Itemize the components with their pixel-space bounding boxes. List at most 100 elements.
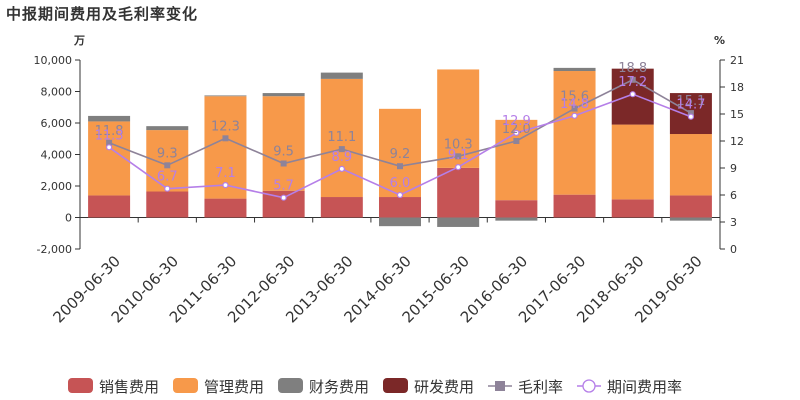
line-marker xyxy=(164,185,171,192)
line-marker xyxy=(338,146,345,153)
right-tick-label: 21 xyxy=(730,54,744,67)
line-marker xyxy=(687,113,695,120)
data-label: 15.1 xyxy=(676,94,705,109)
bar-segment xyxy=(553,194,596,218)
data-label: 11.8 xyxy=(95,124,124,139)
data-label: 9.5 xyxy=(273,145,294,160)
line-marker xyxy=(222,135,229,142)
bar-segment xyxy=(320,78,363,198)
legend-swatch xyxy=(173,378,198,393)
legend-swatch xyxy=(383,378,408,393)
left-tick-label: 6,000 xyxy=(41,117,73,130)
bar-segment xyxy=(495,200,538,218)
data-label: 12.0 xyxy=(502,122,531,137)
line-marker xyxy=(396,191,404,199)
bar-segment xyxy=(88,121,131,196)
right-tick-label: 18 xyxy=(730,81,744,94)
bar-segment xyxy=(611,124,654,200)
bar-segment xyxy=(320,197,363,218)
left-tick-label: 2,000 xyxy=(41,180,73,193)
line-marker xyxy=(222,182,229,189)
bar-segment xyxy=(146,130,189,192)
legend-swatch xyxy=(278,378,303,393)
bar-segment xyxy=(379,108,421,198)
bars-layer xyxy=(88,67,712,227)
right-tick-label: 0 xyxy=(730,243,737,256)
lines-layer xyxy=(105,76,695,201)
bar-segment xyxy=(379,217,421,227)
line-marker xyxy=(280,160,287,167)
legend-marker xyxy=(582,379,596,393)
data-label: 17.2 xyxy=(618,75,647,90)
right-tick-label: 15 xyxy=(730,108,744,121)
bar-segment xyxy=(495,217,538,221)
bar-segment xyxy=(437,167,480,218)
line-marker xyxy=(106,139,113,146)
line-marker xyxy=(455,164,462,171)
legend-label: 毛利率 xyxy=(518,378,563,396)
line-marker xyxy=(629,91,636,98)
data-label: 11.1 xyxy=(327,130,356,145)
line-marker xyxy=(513,138,520,144)
data-label: 5.7 xyxy=(273,179,294,194)
data-label: 15.6 xyxy=(560,90,589,105)
bar-segment xyxy=(146,191,189,218)
bar-segment xyxy=(204,95,247,97)
left-axis-unit: 万 xyxy=(73,34,85,47)
bar-segment xyxy=(204,198,247,218)
data-label: 14.7 xyxy=(676,98,705,113)
right-tick-label: 3 xyxy=(730,216,737,229)
data-label: 9.3 xyxy=(157,146,178,161)
labels-layer: 11.8 9.3 12.3 9.5 11.1 9.2 10.3 12.0 15.6 18.8 15.… xyxy=(95,61,706,194)
data-label: 6.7 xyxy=(157,170,178,185)
line-marker xyxy=(338,165,345,172)
bar-segment xyxy=(611,199,654,218)
left-tick-label: 10,000 xyxy=(34,54,73,67)
legend-marker xyxy=(495,381,505,391)
line-marker xyxy=(687,110,694,117)
data-label: 12.3 xyxy=(211,119,240,134)
data-label: 8.9 xyxy=(331,150,352,165)
bar-segment xyxy=(320,72,363,79)
bar-segment xyxy=(262,96,305,191)
left-tick-label: 8,000 xyxy=(41,86,73,99)
legend-label: 销售费用 xyxy=(99,378,159,396)
bar-segment xyxy=(88,195,131,218)
line-marker xyxy=(571,112,578,119)
data-label: 12.9 xyxy=(502,114,531,129)
line-marker xyxy=(397,163,403,170)
data-label: 11.3 xyxy=(95,128,124,143)
right-tick-label: 6 xyxy=(730,189,737,202)
left-tick-label: 0 xyxy=(65,212,72,225)
line-marker xyxy=(629,76,636,83)
legend-label: 研发费用 xyxy=(414,378,474,396)
legend-label: 管理费用 xyxy=(204,378,264,396)
data-label: 9.1 xyxy=(448,148,469,163)
legend-swatch xyxy=(68,378,93,393)
bar-segment xyxy=(669,195,712,218)
line-marker xyxy=(280,194,287,201)
right-tick-label: 9 xyxy=(730,162,737,175)
bar-segment xyxy=(437,69,480,168)
line-marker xyxy=(571,105,578,112)
chart-title: 中报期间费用及毛利率变化 xyxy=(6,5,199,23)
bar-segment xyxy=(146,126,189,131)
left-tick-label: 4,000 xyxy=(41,149,73,162)
line-marker xyxy=(164,162,171,169)
legend-label: 财务费用 xyxy=(309,378,369,396)
legend-layer: 销售费用 管理费用 财务费用 研发费用 毛利率 期间费用率 xyxy=(68,378,682,396)
left-tick-label: -2,000 xyxy=(37,243,72,256)
legend-label: 期间费用率 xyxy=(607,378,682,396)
bar-segment xyxy=(262,93,305,97)
line-marker xyxy=(513,129,520,136)
line-marker xyxy=(455,153,462,160)
data-label: 10.3 xyxy=(444,137,473,152)
bar-segment xyxy=(437,217,480,227)
right-tick-label: 12 xyxy=(730,135,744,148)
data-label: 9.2 xyxy=(390,147,411,162)
right-axis-unit: % xyxy=(714,34,725,47)
bar-segment xyxy=(204,96,247,199)
bar-segment xyxy=(553,67,596,72)
bar-segment xyxy=(553,71,596,195)
